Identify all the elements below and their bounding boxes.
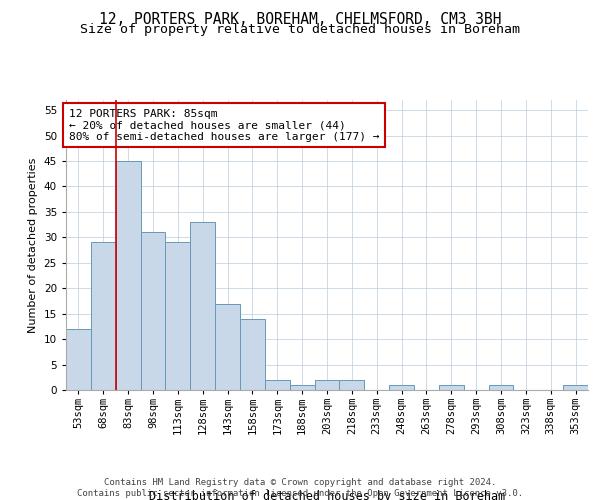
Bar (563, 385, 588, 390)
X-axis label: Distribution of detached houses by size in Boreham: Distribution of detached houses by size … (149, 490, 505, 500)
Bar (488, 385, 514, 390)
Bar (290, 385, 314, 390)
Bar (439, 385, 464, 390)
Bar (340, 380, 364, 390)
Bar (314, 380, 340, 390)
Y-axis label: Number of detached properties: Number of detached properties (28, 158, 38, 332)
Bar (240, 319, 265, 390)
Bar (190, 222, 215, 390)
Text: 12, PORTERS PARK, BOREHAM, CHELMSFORD, CM3 3BH: 12, PORTERS PARK, BOREHAM, CHELMSFORD, C… (99, 12, 501, 28)
Bar (91, 242, 116, 390)
Bar (389, 385, 414, 390)
Bar (116, 161, 140, 390)
Text: 12 PORTERS PARK: 85sqm
← 20% of detached houses are smaller (44)
80% of semi-det: 12 PORTERS PARK: 85sqm ← 20% of detached… (68, 108, 379, 142)
Text: Contains HM Land Registry data © Crown copyright and database right 2024.
Contai: Contains HM Land Registry data © Crown c… (77, 478, 523, 498)
Bar (265, 380, 290, 390)
Text: Size of property relative to detached houses in Boreham: Size of property relative to detached ho… (80, 24, 520, 36)
Bar (66, 329, 91, 390)
Bar (140, 232, 166, 390)
Bar (215, 304, 240, 390)
Bar (166, 242, 190, 390)
